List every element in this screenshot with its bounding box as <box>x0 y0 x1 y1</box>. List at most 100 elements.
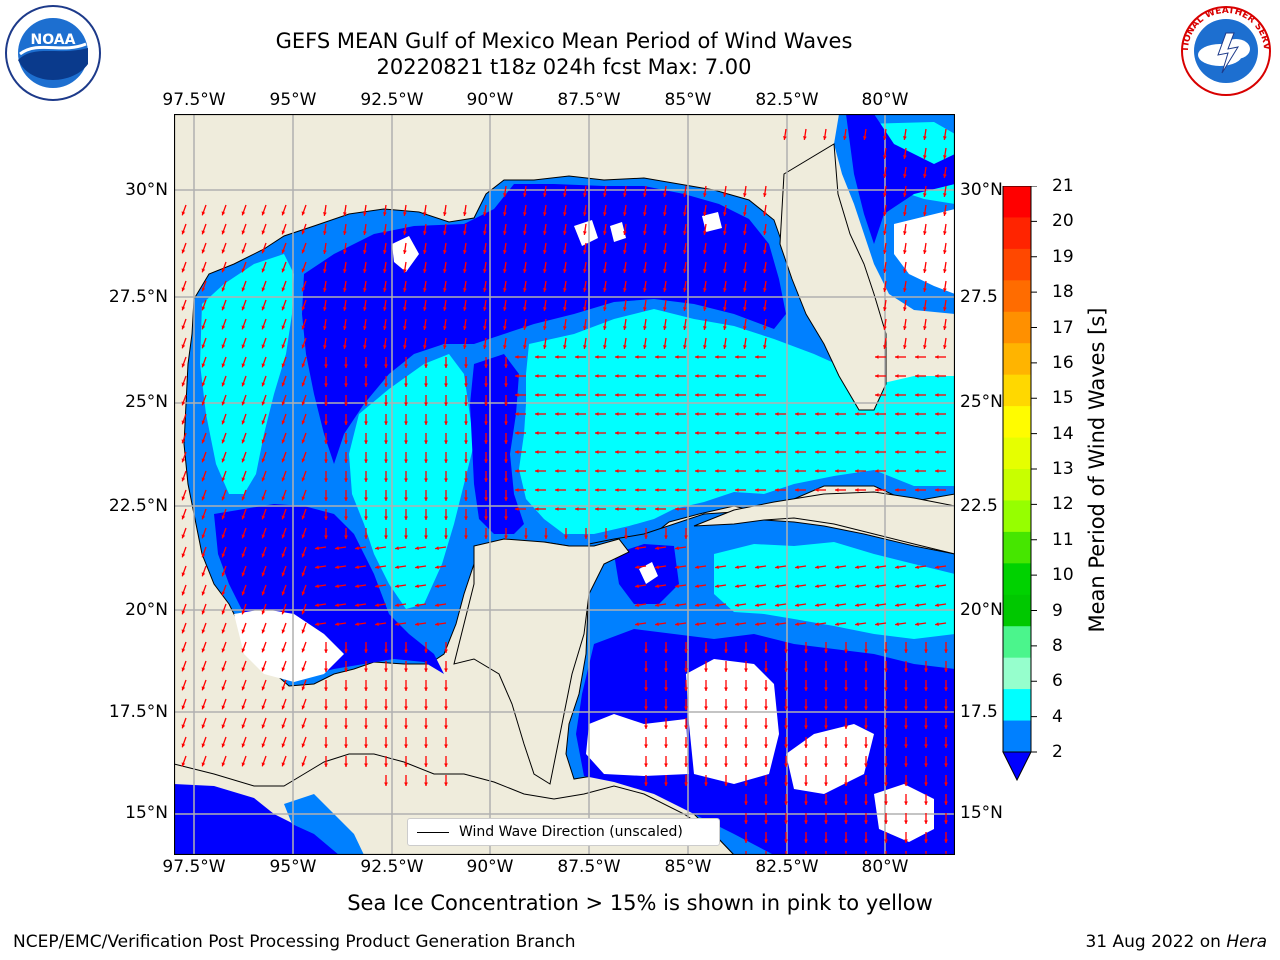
wind-arrow-head <box>515 393 519 397</box>
wind-arrow-head <box>704 763 708 767</box>
wind-arrow-head <box>655 565 659 570</box>
wind-arrow-head <box>241 401 246 406</box>
wind-arrow-head <box>695 412 699 416</box>
wind-arrow-head <box>795 622 799 627</box>
wind-arrow-head <box>935 469 939 473</box>
wind-arrow-head <box>695 488 699 492</box>
wind-arrow-head <box>915 488 919 492</box>
wind-arrow-head <box>355 603 359 608</box>
wind-arrow-head <box>575 431 579 435</box>
wind-arrow-head <box>682 326 687 330</box>
wind-arrow-head <box>241 534 246 539</box>
wind-arrow-head <box>635 374 639 378</box>
colorbar-segment <box>1003 626 1031 659</box>
wind-arrow-head <box>301 515 306 520</box>
wind-arrow-head <box>842 136 847 140</box>
wind-arrow-head <box>884 839 888 843</box>
wind-arrow-head <box>562 307 567 311</box>
wind-arrow-head <box>281 325 286 330</box>
wind-arrow-head <box>482 250 487 254</box>
wind-arrow-head <box>504 497 508 501</box>
wind-arrow-head <box>515 431 519 435</box>
wind-arrow-head <box>795 450 799 454</box>
wind-arrow-head <box>902 307 907 311</box>
wind-arrow-head <box>324 706 328 710</box>
wind-arrow-head <box>444 725 448 729</box>
wind-arrow-head <box>201 553 206 558</box>
wind-arrow-head <box>884 801 888 805</box>
wind-arrow-head <box>424 383 428 387</box>
wind-arrow-head <box>221 553 226 558</box>
wind-arrow-head <box>824 668 828 672</box>
wind-arrow-head <box>635 507 639 511</box>
wind-arrow-head <box>444 706 448 710</box>
wind-arrow-head <box>742 250 747 254</box>
wind-arrow-head <box>444 649 448 653</box>
wind-arrow-head <box>784 820 788 824</box>
wind-arrow-head <box>675 469 679 473</box>
wind-arrow-head <box>402 326 407 330</box>
wind-arrow-head <box>864 687 868 691</box>
wind-arrow-head <box>615 393 619 397</box>
lat-tick-left-2: 27.5°N <box>108 287 168 307</box>
wind-arrow-head <box>402 269 407 273</box>
lat-tick-right-4: 22.5 <box>960 496 998 516</box>
wind-arrow-head <box>684 649 688 653</box>
wind-arrow-head <box>895 488 899 492</box>
wind-arrow-head <box>522 269 527 273</box>
wind-arrow-head <box>241 268 246 273</box>
wind-arrow-head <box>695 622 699 627</box>
wind-arrow-head <box>755 584 759 589</box>
wind-arrow-head <box>181 496 186 501</box>
wind-arrow-head <box>444 497 448 501</box>
wind-arrow-head <box>724 706 728 710</box>
colorbar-tick-label: 13 <box>1052 459 1074 479</box>
wind-arrow-head <box>562 288 567 292</box>
lat-tick-right-6: 17.5 <box>960 702 998 722</box>
wind-arrow-head <box>281 648 286 653</box>
wind-arrow-head <box>782 136 787 140</box>
wind-arrow-head <box>902 193 907 197</box>
wind-arrow-head <box>241 591 246 596</box>
wind-arrow-head <box>722 288 727 292</box>
wind-arrow-head <box>315 584 319 589</box>
wind-arrow-head <box>555 469 559 473</box>
wind-arrow-head <box>535 393 539 397</box>
pacific-water <box>174 784 344 855</box>
wind-arrow-head <box>942 326 947 330</box>
wind-arrow-head <box>241 306 246 311</box>
wind-arrow-head <box>344 383 348 387</box>
wind-arrow-head <box>722 250 727 254</box>
wind-arrow-head <box>824 839 828 843</box>
wind-arrow-head <box>682 212 687 216</box>
wind-arrow-head <box>764 687 768 691</box>
wind-arrow-head <box>362 231 367 235</box>
wind-arrow-head <box>675 355 679 359</box>
wind-arrow-head <box>424 421 428 425</box>
wind-arrow-head <box>735 584 739 589</box>
wind-arrow-head <box>884 725 888 729</box>
wind-arrow-head <box>464 497 468 501</box>
wind-arrow-head <box>644 668 648 672</box>
wind-arrow-head <box>442 212 447 216</box>
wind-arrow-head <box>301 686 306 691</box>
wind-arrow-head <box>904 801 908 805</box>
wind-arrow-head <box>882 326 887 330</box>
wind-arrow-head <box>935 393 939 397</box>
wind-arrow-head <box>595 450 599 454</box>
wind-arrow-head <box>682 307 687 311</box>
wind-arrow-head <box>915 374 919 378</box>
wind-arrow-head <box>322 231 327 235</box>
wind-arrow-head <box>935 603 939 608</box>
wind-arrow-head <box>444 668 448 672</box>
colorbar-segment <box>1003 248 1031 281</box>
wind-arrow-head <box>555 431 559 435</box>
wind-arrow-head <box>542 193 547 197</box>
wind-arrow-head <box>201 344 206 349</box>
wind-arrow-head <box>882 155 887 159</box>
wind-arrow-head <box>875 488 879 492</box>
wind-arrow-head <box>702 212 707 216</box>
wind-arrow-head <box>241 363 246 368</box>
wind-arrow-head <box>364 383 368 387</box>
wind-arrow-head <box>642 231 647 235</box>
